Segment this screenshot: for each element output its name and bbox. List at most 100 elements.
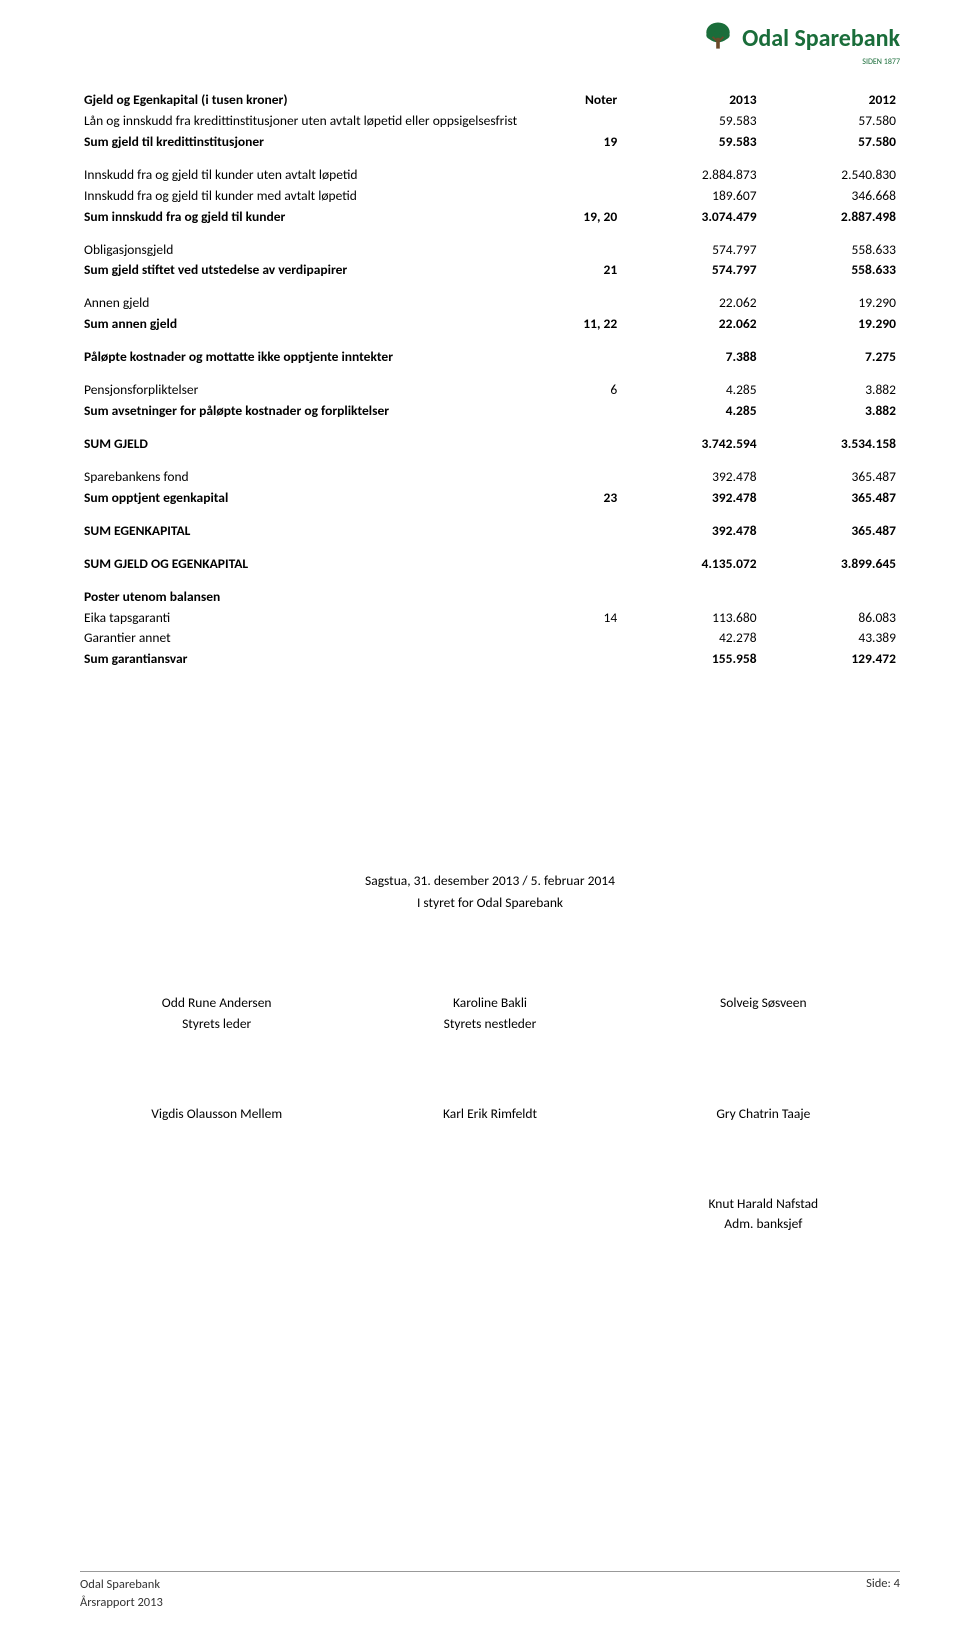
table-row: Innskudd fra og gjeld til kunder uten av… (80, 165, 900, 186)
table-row (80, 455, 900, 467)
signatory (80, 1194, 353, 1235)
cell-note (547, 554, 621, 575)
signatory-name: Gry Chatrin Taaje (627, 1104, 900, 1124)
footer-page: Side: 4 (866, 1576, 900, 1611)
table-row: Gjeld og Egenkapital (i tusen kroner)Not… (80, 90, 900, 111)
signatory: Knut Harald Nafstad Adm. banksjef (627, 1194, 900, 1235)
cell-label: Sum gjeld stiftet ved utstedelse av verd… (80, 260, 547, 281)
cell-y2: 2012 (761, 90, 900, 111)
cell-y1: 2013 (621, 90, 760, 111)
cell-label: Sum annen gjeld (80, 314, 547, 335)
signatory: Vigdis Olausson Mellem (80, 1104, 353, 1124)
signature-row-1: Odd Rune Andersen Styrets leder Karoline… (80, 993, 900, 1034)
cell-y1: 189.607 (621, 186, 760, 207)
cell-note: Noter (547, 90, 621, 111)
signatory (353, 1194, 626, 1235)
cell-y2: 57.580 (761, 132, 900, 153)
cell-y1: 22.062 (621, 293, 760, 314)
table-row: Påløpte kostnader og mottatte ikke opptj… (80, 347, 900, 368)
table-row (80, 281, 900, 293)
cell-y2: 365.487 (761, 467, 900, 488)
cell-note (547, 587, 621, 608)
cell-note (547, 347, 621, 368)
signatory-name: Karoline Bakli (353, 993, 626, 1013)
cell-label: SUM GJELD OG EGENKAPITAL (80, 554, 547, 575)
cell-note (547, 293, 621, 314)
signatory: Karl Erik Rimfeldt (353, 1104, 626, 1124)
cell-note (547, 434, 621, 455)
cell-y1: 3.074.479 (621, 207, 760, 228)
cell-label: Sum innskudd fra og gjeld til kunder (80, 207, 547, 228)
cell-y1: 22.062 (621, 314, 760, 335)
cell-y1: 574.797 (621, 240, 760, 261)
table-row: Annen gjeld 22.06219.290 (80, 293, 900, 314)
cell-y2: 2.540.830 (761, 165, 900, 186)
table-row: Poster utenom balansen (80, 587, 900, 608)
cell-note: 21 (547, 260, 621, 281)
cell-label: Innskudd fra og gjeld til kunder uten av… (80, 165, 547, 186)
cell-y1: 574.797 (621, 260, 760, 281)
signature-heading: Sagstua, 31. desember 2013 / 5. februar … (80, 870, 900, 913)
table-row (80, 542, 900, 554)
board-line: I styret for Odal Sparebank (80, 892, 900, 914)
cell-y1: 113.680 (621, 608, 760, 629)
cell-note (547, 186, 621, 207)
cell-y1: 392.478 (621, 467, 760, 488)
cell-note (547, 649, 621, 670)
table-row (80, 368, 900, 380)
table-row: Sum annen gjeld11, 2222.06219.290 (80, 314, 900, 335)
cell-y1 (621, 587, 760, 608)
signatory: Karoline Bakli Styrets nestleder (353, 993, 626, 1034)
table-row (80, 422, 900, 434)
signatory-title: Styrets nestleder (353, 1014, 626, 1034)
cell-label: Annen gjeld (80, 293, 547, 314)
signatory-name: Vigdis Olausson Mellem (80, 1104, 353, 1124)
table-row: Sparebankens fond392.478365.487 (80, 467, 900, 488)
cell-note: 11, 22 (547, 314, 621, 335)
cell-note: 23 (547, 488, 621, 509)
cell-y1: 7.388 (621, 347, 760, 368)
table-row: Sum gjeld til kredittinstitusjoner1959.5… (80, 132, 900, 153)
logo-row: Odal Sparebank (700, 18, 900, 59)
signatory-title: Styrets leder (80, 1014, 353, 1034)
cell-y2: 558.633 (761, 260, 900, 281)
cell-y1: 4.285 (621, 401, 760, 422)
logo: Odal Sparebank SIDEN 1877 (700, 18, 900, 67)
cell-note (547, 111, 621, 132)
cell-note (547, 628, 621, 649)
cell-note: 19 (547, 132, 621, 153)
signatory: Odd Rune Andersen Styrets leder (80, 993, 353, 1034)
cell-label: Innskudd fra og gjeld til kunder med avt… (80, 186, 547, 207)
table-row: SUM GJELD3.742.5943.534.158 (80, 434, 900, 455)
table-row (80, 153, 900, 165)
table-row: SUM EGENKAPITAL392.478365.487 (80, 521, 900, 542)
table-row: Obligasjonsgjeld574.797558.633 (80, 240, 900, 261)
cell-y2: 19.290 (761, 293, 900, 314)
cell-y2: 346.668 (761, 186, 900, 207)
cell-note (547, 165, 621, 186)
cell-label: Pensjonsforpliktelser (80, 380, 547, 401)
signatures: Sagstua, 31. desember 2013 / 5. februar … (80, 870, 900, 1234)
signatory-name: Karl Erik Rimfeldt (353, 1104, 626, 1124)
cell-y1: 4.135.072 (621, 554, 760, 575)
table-row: Pensjonsforpliktelser64.2853.882 (80, 380, 900, 401)
content: Gjeld og Egenkapital (i tusen kroner)Not… (80, 30, 900, 1235)
cell-label: SUM EGENKAPITAL (80, 521, 547, 542)
cell-y2: 365.487 (761, 488, 900, 509)
table-row: SUM GJELD OG EGENKAPITAL4.135.0723.899.6… (80, 554, 900, 575)
table-row (80, 575, 900, 587)
cell-label: Obligasjonsgjeld (80, 240, 547, 261)
footer: Odal Sparebank Årsrapport 2013 Side: 4 (80, 1571, 900, 1611)
table-row (80, 335, 900, 347)
cell-label: Lån og innskudd fra kredittinstitusjoner… (80, 111, 547, 132)
footer-left: Odal Sparebank Årsrapport 2013 (80, 1576, 163, 1611)
table-row (80, 509, 900, 521)
cell-y2: 57.580 (761, 111, 900, 132)
cell-label: Sum avsetninger for påløpte kostnader og… (80, 401, 547, 422)
cell-y1: 392.478 (621, 488, 760, 509)
cell-label: Sum garantiansvar (80, 649, 547, 670)
cell-y2: 2.887.498 (761, 207, 900, 228)
table-row: Lån og innskudd fra kredittinstitusjoner… (80, 111, 900, 132)
cell-y1: 59.583 (621, 132, 760, 153)
cell-note (547, 240, 621, 261)
